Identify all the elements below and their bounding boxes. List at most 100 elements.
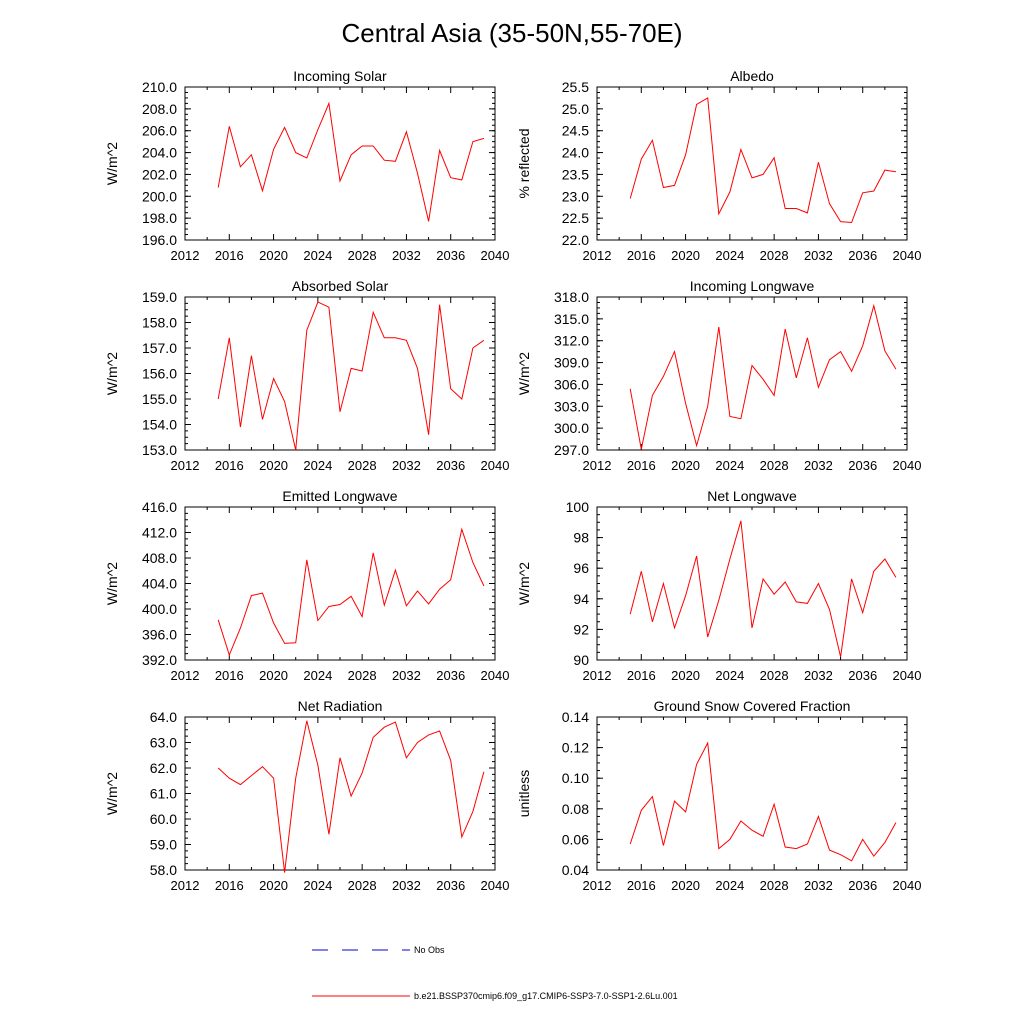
panel-1-xtick-label: 2024 <box>303 248 332 263</box>
panel-3-xtick-label: 2036 <box>436 458 465 473</box>
panel-8-ytick-label: 0.14 <box>562 709 589 725</box>
legend-model-label: b.e21.BSSP370cmip6.f09_g17.CMIP6-SSP3-7.… <box>414 991 678 1001</box>
panel-4-xtick-label: 2012 <box>583 458 612 473</box>
panel-6-ytick-label: 92 <box>573 621 589 637</box>
panel-1-xtick-label: 2036 <box>436 248 465 263</box>
panel-7: Net Radiation W/m^2 2012 2016 2020 2024 2028 20… <box>104 698 509 893</box>
panel-3: Absorbed Solar W/m^2 2012 2016 2020 2024 2028 2… <box>104 278 509 473</box>
panel-6-xtick-label: 2012 <box>583 668 612 683</box>
panel-8-series-line <box>629 741 897 862</box>
panel-6-xtick-label: 2036 <box>848 668 877 683</box>
panel-6-series-line <box>629 520 897 658</box>
panel-7-xtick-label: 2016 <box>215 878 244 893</box>
panel-3-series-line <box>217 301 485 451</box>
legend-obs-label: No Obs <box>414 945 445 955</box>
panel-8-xtick-label: 2036 <box>848 878 877 893</box>
panel-1: Incoming Solar W/m^2 2012 2016 2020 2024 2028 2… <box>104 68 509 263</box>
panel-4-xtick-label: 2024 <box>715 458 744 473</box>
panel-3-xtick-label: 2016 <box>215 458 244 473</box>
panel-7-xtick-label: 2012 <box>171 878 200 893</box>
figure-title: Central Asia (35-50N,55-70E) <box>341 18 682 48</box>
panel-4-xtick-label: 2020 <box>671 458 700 473</box>
panel-8: Ground Snow Covered Fraction unitless 2012… <box>516 698 921 893</box>
panel-4-xtick-label: 2032 <box>804 458 833 473</box>
panel-3-ytick-label: 159.0 <box>142 289 177 305</box>
panel-6-xtick-label: 2024 <box>715 668 744 683</box>
panel-1-xtick-label: 2012 <box>171 248 200 263</box>
panel-3-xtick-label: 2020 <box>259 458 288 473</box>
panel-7-ytick-label: 59.0 <box>150 837 177 853</box>
panel-6-title: Net Longwave <box>707 488 797 504</box>
panel-7-xtick-label: 2040 <box>481 878 510 893</box>
panel-7-xtick-label: 2020 <box>259 878 288 893</box>
panel-8-xtick-label: 2020 <box>671 878 700 893</box>
panel-4-ytick-label: 300.0 <box>554 420 589 436</box>
panel-4-xtick-label: 2028 <box>760 458 789 473</box>
panel-1-xtick-label: 2020 <box>259 248 288 263</box>
panel-7-ytick-label: 58.0 <box>150 862 177 878</box>
panel-4-xtick-label: 2036 <box>848 458 877 473</box>
panel-6-xtick-label: 2028 <box>760 668 789 683</box>
panel-7-ytick-label: 62.0 <box>150 760 177 776</box>
panel-8-xtick-label: 2040 <box>893 878 922 893</box>
panel-6-ytick-label: 98 <box>573 530 589 546</box>
panel-2-title: Albedo <box>730 68 774 84</box>
panel-6-ytick-label: 96 <box>573 560 589 576</box>
panel-5-ytick-label: 400.0 <box>142 601 177 617</box>
panel-3-xtick-label: 2012 <box>171 458 200 473</box>
panel-1-ytick-label: 208.0 <box>142 101 177 117</box>
panel-4-series-line <box>629 303 897 450</box>
panel-2-ytick-label: 23.0 <box>562 188 589 204</box>
panel-4-ytick-label: 315.0 <box>554 311 589 327</box>
panel-1-frame <box>184 86 496 241</box>
panel-2-ytick-label: 24.5 <box>562 123 589 139</box>
panel-5-xtick-label: 2032 <box>392 668 421 683</box>
legend: No Obs b.e21.BSSP370cmip6.f09_g17.CMIP6-… <box>312 945 678 1001</box>
panel-7-ytick-label: 61.0 <box>150 786 177 802</box>
panel-2-ytick-label: 25.0 <box>562 101 589 117</box>
panel-5-ytick-label: 404.0 <box>142 576 177 592</box>
panel-5-xtick-label: 2028 <box>348 668 377 683</box>
panel-3-ytick-label: 157.0 <box>142 340 177 356</box>
panel-1-xtick-label: 2040 <box>481 248 510 263</box>
panel-8-xtick-label: 2028 <box>760 878 789 893</box>
panel-8-xtick-label: 2032 <box>804 878 833 893</box>
panel-3-xtick-label: 2028 <box>348 458 377 473</box>
panel-1-ytick-label: 210.0 <box>142 79 177 95</box>
panel-5-xtick-label: 2020 <box>259 668 288 683</box>
panel-8-xtick-label: 2012 <box>583 878 612 893</box>
panel-7-series-line <box>217 720 485 873</box>
panel-2-xtick-label: 2040 <box>893 248 922 263</box>
panel-2-xtick-label: 2024 <box>715 248 744 263</box>
panel-8-ytick-label: 0.08 <box>562 801 589 817</box>
panel-5-ytick-label: 392.0 <box>142 652 177 668</box>
panel-3-ytick-label: 156.0 <box>142 366 177 382</box>
panel-8-ytick-label: 0.10 <box>562 770 589 786</box>
panel-5-series-line <box>217 527 485 657</box>
panel-6-xtick-label: 2040 <box>893 668 922 683</box>
panel-8-frame <box>596 716 908 871</box>
panel-2-xtick-label: 2020 <box>671 248 700 263</box>
panel-7-frame <box>184 716 496 871</box>
panel-5-ytick-label: 408.0 <box>142 550 177 566</box>
panel-1-title: Incoming Solar <box>293 68 387 84</box>
panel-2-ytick-label: 23.5 <box>562 166 589 182</box>
panel-8-ytick-label: 0.12 <box>562 740 589 756</box>
panel-7-xtick-label: 2032 <box>392 878 421 893</box>
panel-1-ytick-label: 200.0 <box>142 188 177 204</box>
panel-1-xtick-label: 2032 <box>392 248 421 263</box>
panel-1-xtick-label: 2016 <box>215 248 244 263</box>
panel-4-ytick-label: 306.0 <box>554 376 589 392</box>
panel-7-xtick-label: 2028 <box>348 878 377 893</box>
panel-5-ytick-label: 416.0 <box>142 499 177 515</box>
panel-2-ytick-label: 22.5 <box>562 210 589 226</box>
panel-1-ylabel: W/m^2 <box>104 142 120 185</box>
panel-6-xtick-label: 2016 <box>627 668 656 683</box>
panel-3-ylabel: W/m^2 <box>104 352 120 395</box>
panel-2-series-line <box>629 97 896 224</box>
panel-5-title: Emitted Longwave <box>282 488 397 504</box>
panel-6-xtick-label: 2032 <box>804 668 833 683</box>
panel-7-xtick-label: 2024 <box>303 878 332 893</box>
panel-2-xtick-label: 2032 <box>804 248 833 263</box>
